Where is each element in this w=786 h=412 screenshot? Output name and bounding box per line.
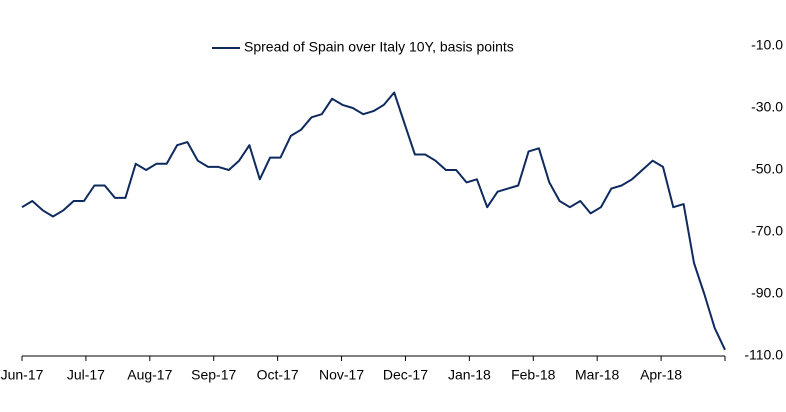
- x-tick-label: Apr-18: [640, 367, 682, 383]
- x-tick-label: Jan-18: [448, 367, 491, 383]
- x-tick-label: Sep-17: [191, 367, 236, 383]
- x-tick-label: Oct-17: [257, 367, 299, 383]
- data-line: [21, 91, 726, 351]
- y-tick-label: -30.0: [751, 99, 783, 115]
- y-tick-label: -50.0: [751, 161, 783, 177]
- legend-label: Spread of Spain over Italy 10Y, basis po…: [244, 39, 514, 55]
- x-tick-label: Dec-17: [383, 367, 428, 383]
- y-tick-label: -70.0: [751, 223, 783, 239]
- x-tick-label: Mar-18: [575, 367, 620, 383]
- x-tick-label: Nov-17: [319, 367, 364, 383]
- x-tick-label: Aug-17: [127, 367, 172, 383]
- y-tick-label: -110.0: [744, 347, 783, 363]
- x-tick-label: Jun-17: [1, 367, 44, 383]
- x-tick-label: Feb-18: [511, 367, 556, 383]
- y-tick-label: -90.0: [751, 285, 783, 301]
- y-tick-label: -10.0: [751, 37, 783, 53]
- x-tick-label: Jul-17: [67, 367, 105, 383]
